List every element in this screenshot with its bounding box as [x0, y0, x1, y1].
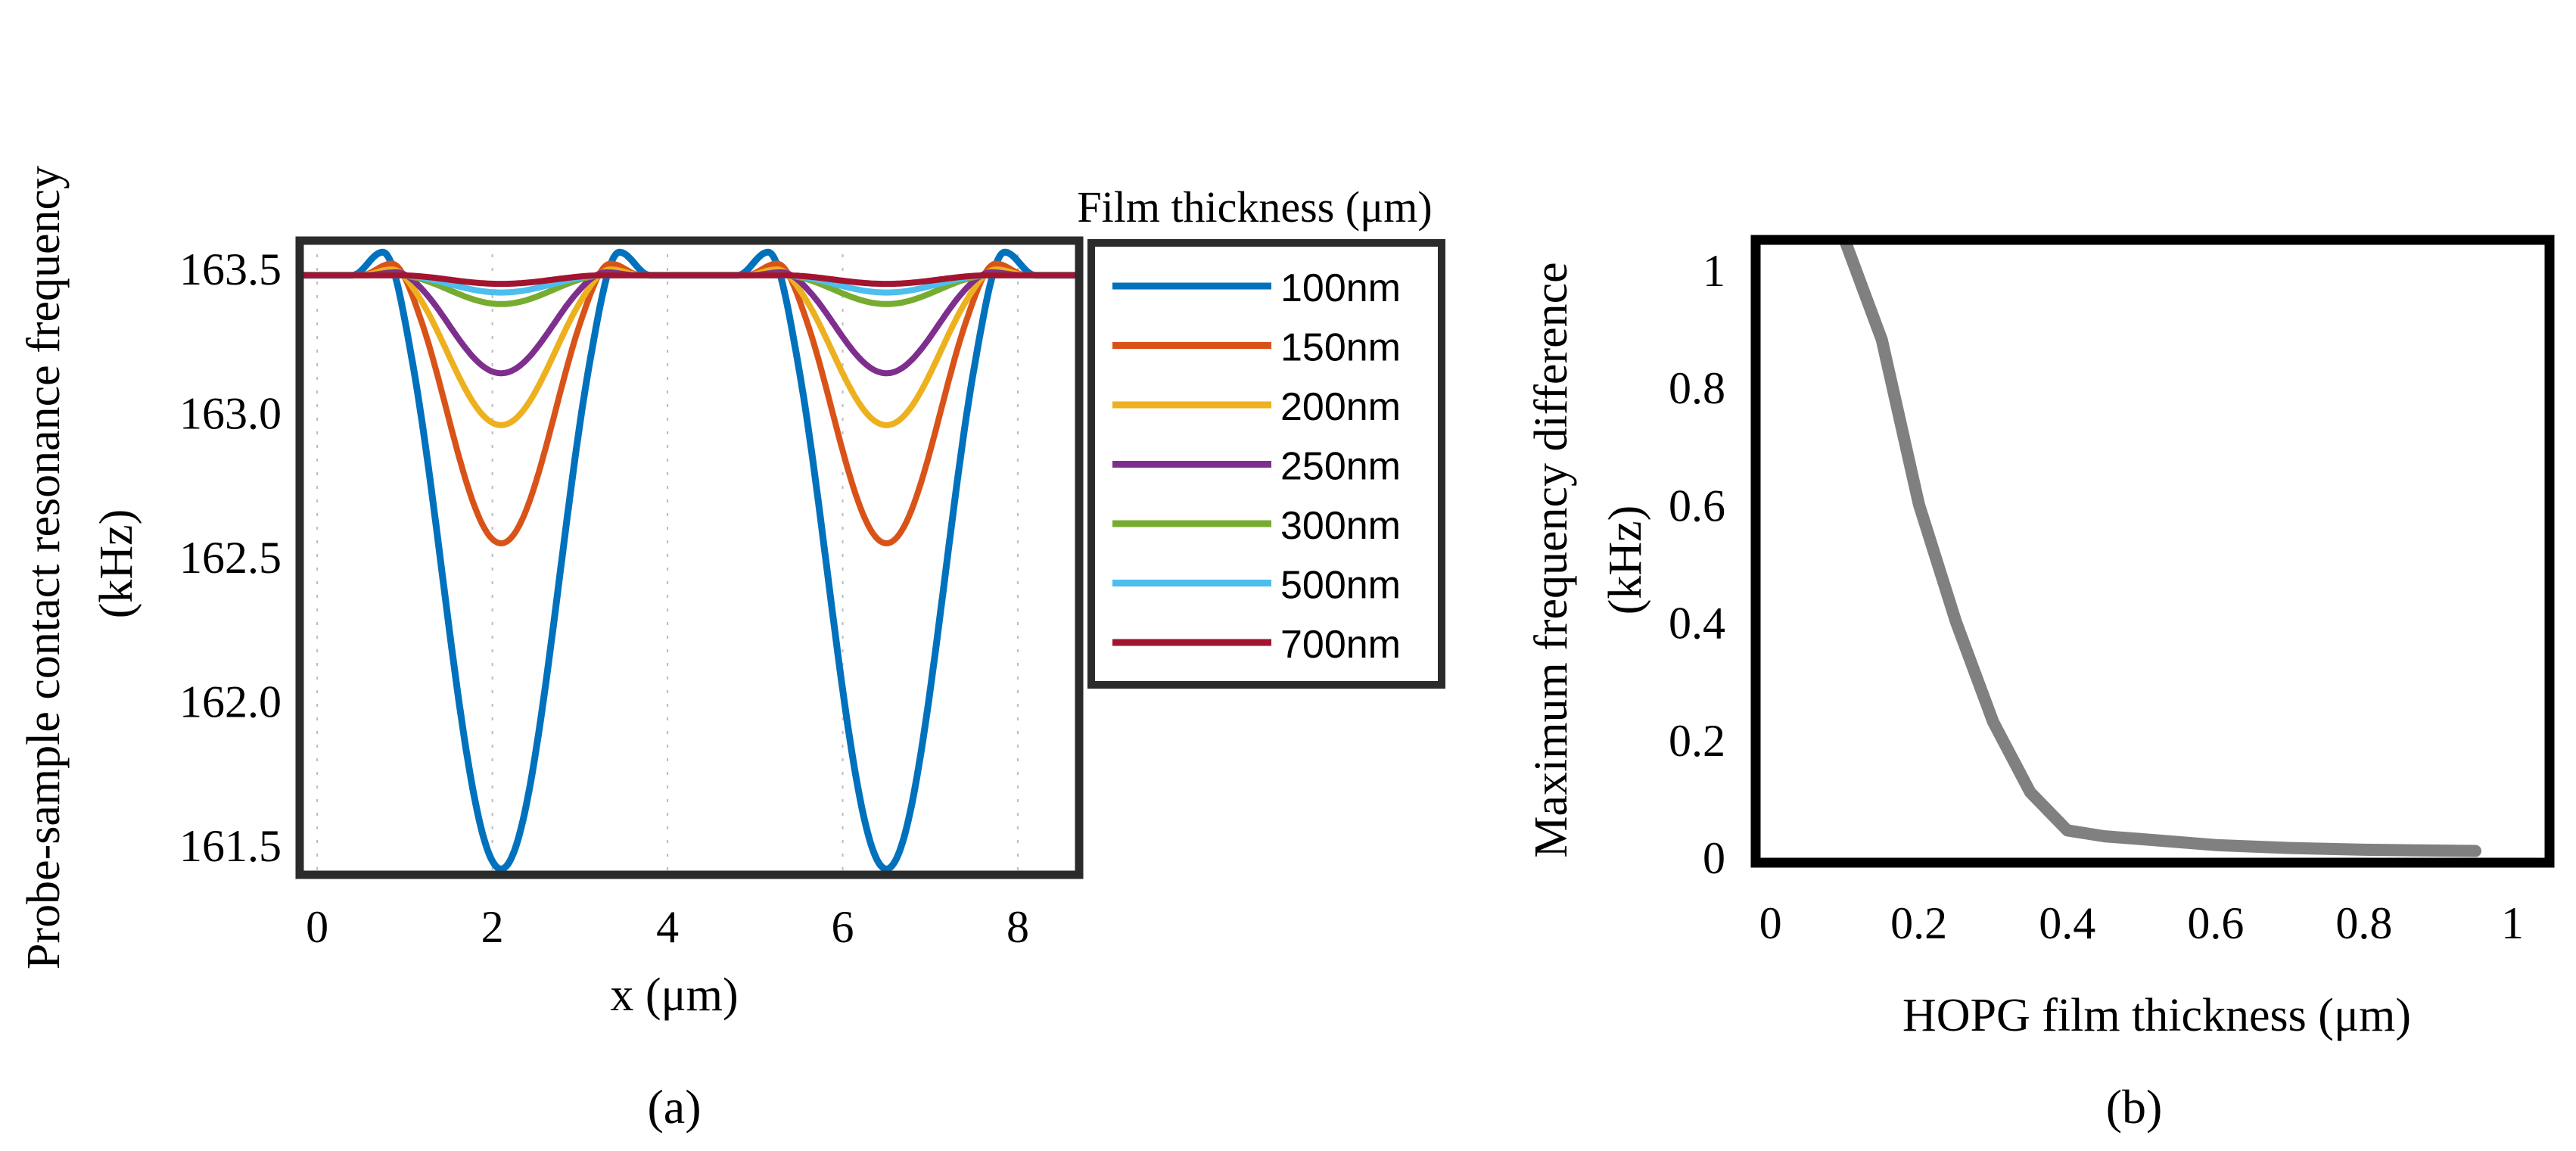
series-line-max-frequency-difference — [1838, 240, 2481, 857]
chart-a-x-tick-label: 6 — [832, 902, 854, 952]
chart-b-x-tick-label: 0.8 — [2335, 898, 2392, 948]
chart-a-x-tick-label: 8 — [1006, 902, 1029, 952]
chart-b-x-tick-label: 0 — [1759, 898, 1782, 948]
legend-title: Film thickness (μm) — [1077, 182, 1432, 232]
chart-b-series — [1838, 240, 2481, 857]
chart-b-plot-frame — [1750, 235, 2555, 868]
chart-b-y-tick-label: 0.8 — [1669, 363, 1725, 413]
legend-label-100nm: 100nm — [1280, 266, 1401, 310]
chart-b-x-axis-label: HOPG film thickness (μm) — [1902, 990, 2411, 1041]
legend-label-150nm: 150nm — [1280, 326, 1401, 370]
legend-label-250nm: 250nm — [1280, 445, 1401, 489]
chart-b-y-axis-label-line2: (kHz) — [1600, 506, 1651, 615]
chart-b-y-tick-label: 0.6 — [1669, 481, 1725, 530]
chart-a-plot-frame — [295, 236, 1084, 879]
chart-b-y-tick-label: 1 — [1703, 246, 1725, 296]
chart-b: 0 0.2 0.4 0.6 0.8 1 0 0.2 0.4 0.6 0.8 1 HOPG film … — [1526, 235, 2555, 1134]
chart-b-y-axis-label-line1: Maximum frequency difference — [1526, 262, 1577, 857]
chart-b-x-tick-label: 0.4 — [2039, 898, 2095, 948]
chart-b-y-tick-label: 0.4 — [1669, 599, 1725, 649]
chart-a-y-axis-label-line1: Probe-sample contact resonance frequency — [18, 166, 70, 969]
chart-b-y-tick-label: 0 — [1703, 833, 1725, 883]
chart-a-y-tick-label: 162.0 — [179, 677, 282, 726]
chart-a-series — [297, 248, 1081, 873]
chart-a-panel-label: (a) — [647, 1080, 701, 1134]
legend-entries: 100nm 150nm 200nm 250nm 300nm 500nm 700nm — [1112, 266, 1401, 667]
chart-b-x-tick-label: 0.6 — [2187, 898, 2244, 948]
legend-label-500nm: 500nm — [1280, 564, 1401, 608]
chart-b-panel-label: (b) — [2106, 1080, 2163, 1134]
chart-a-y-tick-label: 163.0 — [179, 389, 282, 439]
chart-a-x-axis-label: x (μm) — [610, 969, 738, 1021]
chart-b-y-tick-labels: 0 0.2 0.4 0.6 0.8 1 — [1669, 246, 1725, 883]
chart-b-x-tick-label: 0.2 — [1890, 898, 1947, 948]
chart-b-x-tick-label: 1 — [2501, 898, 2524, 948]
chart-b-x-tick-labels: 0 0.2 0.4 0.6 0.8 1 — [1759, 898, 2524, 948]
chart-a-y-tick-label: 163.5 — [179, 244, 282, 294]
chart-a-y-tick-label: 161.5 — [179, 821, 282, 871]
chart-a-y-axis-label-line2: (kHz) — [91, 509, 142, 619]
chart-a: 161.5 162.0 162.5 163.0 163.5 0 2 4 6 8 x (μm) P… — [18, 166, 1445, 1134]
legend-label-700nm: 700nm — [1280, 623, 1401, 667]
chart-a-y-tick-labels: 161.5 162.0 162.5 163.0 163.5 — [179, 244, 282, 871]
chart-a-x-tick-label: 4 — [656, 902, 679, 952]
chart-a-x-tick-labels: 0 2 4 6 8 — [306, 902, 1029, 952]
chart-a-y-tick-label: 162.5 — [179, 533, 282, 583]
chart-b-y-tick-label: 0.2 — [1669, 716, 1725, 766]
legend-label-300nm: 300nm — [1280, 504, 1401, 548]
legend-label-200nm: 200nm — [1280, 385, 1401, 429]
chart-a-x-tick-label: 0 — [306, 902, 328, 952]
chart-a-legend: Film thickness (μm) 100nm 150nm 200nm 250nm… — [1077, 182, 1445, 689]
series-line-700nm — [297, 272, 1081, 288]
chart-a-x-tick-label: 2 — [481, 902, 504, 952]
